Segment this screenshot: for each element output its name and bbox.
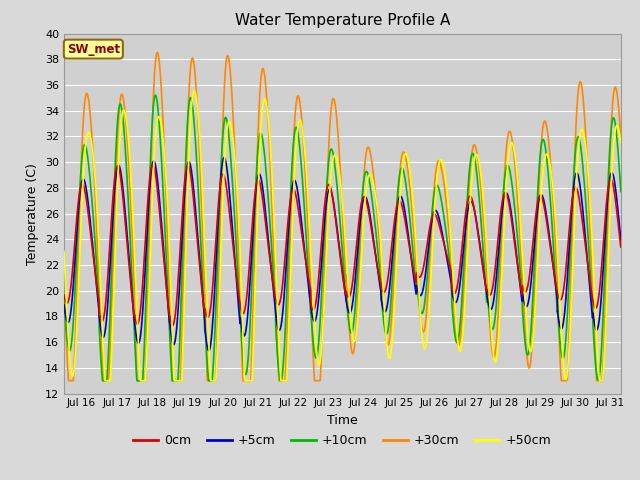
+10cm xyxy=(378,297,385,303)
+30cm xyxy=(319,324,326,329)
+30cm xyxy=(65,378,73,384)
+50cm xyxy=(297,119,305,125)
+5cm xyxy=(378,299,385,305)
+30cm xyxy=(60,286,68,292)
Line: 0cm: 0cm xyxy=(64,164,621,325)
+10cm xyxy=(99,378,106,384)
+30cm xyxy=(378,276,385,281)
0cm xyxy=(319,226,326,231)
+10cm xyxy=(60,297,68,303)
0cm xyxy=(149,161,157,167)
Title: Water Temperature Profile A: Water Temperature Profile A xyxy=(235,13,450,28)
+5cm xyxy=(220,155,228,160)
+10cm xyxy=(617,189,625,194)
+50cm xyxy=(308,283,316,288)
Text: SW_met: SW_met xyxy=(67,43,120,56)
+5cm xyxy=(319,245,326,251)
+30cm xyxy=(297,109,305,115)
+50cm xyxy=(191,88,198,94)
0cm xyxy=(60,292,68,298)
+30cm xyxy=(126,187,134,192)
+50cm xyxy=(101,378,109,384)
0cm xyxy=(168,323,176,328)
+30cm xyxy=(617,135,625,141)
X-axis label: Time: Time xyxy=(327,414,358,427)
+5cm xyxy=(126,264,134,270)
+50cm xyxy=(104,378,111,384)
Legend: 0cm, +5cm, +10cm, +30cm, +50cm: 0cm, +5cm, +10cm, +30cm, +50cm xyxy=(129,429,556,452)
+50cm xyxy=(378,258,385,264)
+5cm xyxy=(103,310,111,315)
+10cm xyxy=(126,236,134,241)
0cm xyxy=(617,244,625,250)
0cm xyxy=(103,284,111,289)
+10cm xyxy=(308,331,316,337)
+5cm xyxy=(617,237,625,242)
+5cm xyxy=(60,302,68,308)
Line: +50cm: +50cm xyxy=(64,91,621,381)
+10cm xyxy=(297,158,305,164)
0cm xyxy=(126,270,134,276)
0cm xyxy=(297,225,305,231)
+10cm xyxy=(152,92,159,98)
+5cm xyxy=(308,314,316,320)
Line: +5cm: +5cm xyxy=(64,157,621,351)
+5cm xyxy=(205,348,212,354)
+50cm xyxy=(617,140,625,145)
+10cm xyxy=(104,368,111,374)
+30cm xyxy=(104,378,111,384)
Y-axis label: Temperature (C): Temperature (C) xyxy=(26,163,39,264)
Line: +30cm: +30cm xyxy=(64,52,621,381)
+5cm xyxy=(297,215,305,220)
+30cm xyxy=(308,338,316,344)
+50cm xyxy=(319,332,326,337)
+50cm xyxy=(126,160,134,166)
+30cm xyxy=(154,49,161,55)
+50cm xyxy=(60,248,68,254)
+10cm xyxy=(319,270,326,276)
0cm xyxy=(378,286,385,291)
Line: +10cm: +10cm xyxy=(64,95,621,381)
0cm xyxy=(308,306,316,312)
